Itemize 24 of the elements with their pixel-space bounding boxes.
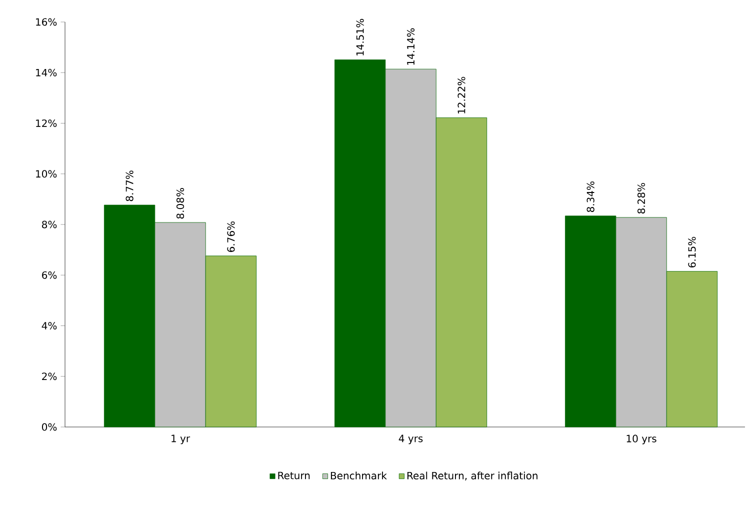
x-tick-label: 1 yr — [172, 434, 190, 444]
y-tick-label: 6% — [42, 271, 57, 279]
legend-label: Return — [278, 472, 310, 480]
data-label: 6.15% — [688, 236, 696, 268]
y-tick-label: 0% — [42, 423, 57, 431]
legend-label: Benchmark — [330, 472, 387, 480]
y-tick-label: 12% — [36, 119, 57, 128]
y-tick-label: 10% — [36, 170, 57, 178]
y-tick-label: 4% — [42, 322, 57, 330]
y-tick-label: 2% — [42, 372, 57, 380]
data-label: 12.22% — [458, 76, 466, 114]
data-label: 8.28% — [637, 182, 646, 214]
data-label: 14.14% — [406, 28, 415, 65]
data-label: 6.76% — [227, 221, 235, 252]
data-label: 8.08% — [176, 188, 184, 219]
y-tick-label: 14% — [36, 68, 57, 76]
data-label: 14.51% — [356, 18, 364, 56]
y-tick-label: 16% — [36, 18, 57, 26]
x-tick-label: 10 yrs — [626, 434, 656, 444]
data-label: 8.77% — [126, 170, 134, 202]
x-tick-label: 4 yrs — [398, 434, 423, 444]
data-label: 8.34% — [586, 181, 594, 212]
y-tick-label: 8% — [42, 220, 57, 228]
legend-label: Real Return, after inflation — [407, 472, 538, 480]
